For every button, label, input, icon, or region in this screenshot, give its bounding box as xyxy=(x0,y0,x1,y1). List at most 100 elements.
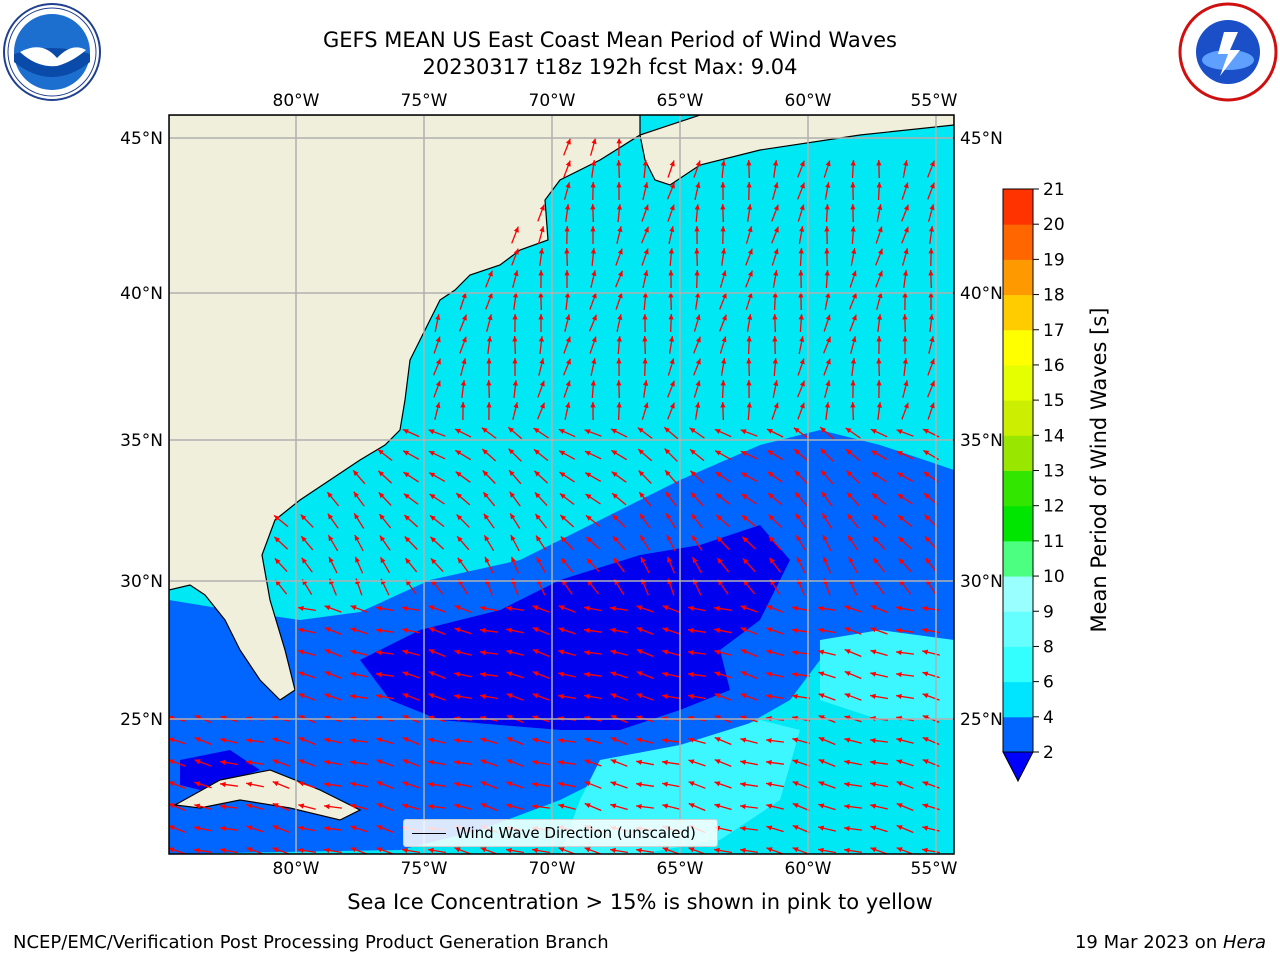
wave-direction-arrowhead xyxy=(512,380,518,386)
wave-direction-arrowhead xyxy=(773,248,779,255)
legend-line-icon xyxy=(412,832,446,834)
wave-direction-arrowhead xyxy=(720,182,726,188)
wave-direction-arrowhead xyxy=(402,649,409,655)
wave-direction-arrowhead xyxy=(350,605,357,611)
wave-direction-arrowhead xyxy=(924,514,931,521)
wave-direction-arrowhead xyxy=(897,472,904,478)
wave-direction-arrowhead xyxy=(194,803,201,809)
wave-direction-arrowhead xyxy=(820,427,826,433)
wave-direction-arrowhead xyxy=(792,803,799,808)
wave-direction-arrowhead xyxy=(486,336,492,342)
wave-direction-arrowhead xyxy=(715,472,722,478)
wave-direction-arrowhead xyxy=(896,825,903,830)
wave-direction-arrowhead xyxy=(512,314,518,320)
wave-direction-arrowhead xyxy=(559,493,566,499)
wave-direction-arrowhead xyxy=(794,449,800,455)
wave-direction-arrowhead xyxy=(532,804,538,810)
wave-direction-arrowhead xyxy=(896,605,902,611)
wave-direction-arrowhead xyxy=(766,693,772,699)
wave-direction-arrowhead xyxy=(714,781,721,787)
lat-tick-left-25n: 25°N xyxy=(120,710,163,730)
wave-direction-arrowhead xyxy=(512,336,518,342)
wave-direction-arrowhead xyxy=(798,314,804,320)
wave-direction-arrowhead xyxy=(740,847,746,853)
wave-direction-arrowhead xyxy=(376,759,383,765)
wave-direction-arrowhead xyxy=(376,847,383,853)
wave-direction-arrowhead xyxy=(324,693,331,699)
colorbar-swatch xyxy=(1003,540,1033,577)
wave-direction-arrowhead xyxy=(376,605,382,611)
wave-direction-arrowhead xyxy=(610,693,617,699)
wave-direction-arrowhead xyxy=(532,759,538,765)
wave-direction-arrowhead xyxy=(480,737,487,743)
wave-direction-arrowhead xyxy=(169,759,175,765)
wave-direction-arrowhead xyxy=(558,605,565,611)
wave-direction-arrowhead xyxy=(324,605,331,611)
wave-direction-arrowhead xyxy=(848,535,854,542)
wave-direction-arrowhead xyxy=(640,535,646,542)
wave-direction-arrowhead xyxy=(454,803,461,809)
wave-direction-arrowhead xyxy=(846,470,853,477)
wave-direction-arrowhead xyxy=(688,671,694,678)
wave-direction-arrowhead xyxy=(825,182,831,188)
wave-direction-arrowhead xyxy=(298,781,305,787)
lon-tick-bottom-80w: 80°W xyxy=(273,859,320,879)
wave-direction-arrowhead xyxy=(403,472,410,478)
wave-direction-arrowhead xyxy=(616,204,622,210)
wave-direction-arrowhead xyxy=(454,738,460,744)
wave-direction-arrowhead xyxy=(896,429,903,435)
wave-direction-arrowhead xyxy=(617,292,623,299)
wave-direction-arrowhead xyxy=(720,204,726,210)
colorbar-swatch xyxy=(1003,716,1033,753)
colorbar-tick-label: 11 xyxy=(1043,532,1065,552)
wave-direction-arrowhead xyxy=(695,402,701,408)
wave-direction-arrowhead xyxy=(456,493,462,499)
wave-direction-arrowhead xyxy=(772,314,778,320)
wave-direction-arrowhead xyxy=(643,402,649,409)
wave-direction-arrowhead xyxy=(844,804,850,810)
wave-direction-arrowhead xyxy=(796,535,802,542)
wave-direction-arrowhead xyxy=(246,781,252,787)
wave-direction-arrowhead xyxy=(328,535,334,542)
wave-direction-arrowhead xyxy=(538,336,544,342)
wave-direction-arrowhead xyxy=(740,649,747,654)
wave-direction-arrowhead xyxy=(428,759,434,765)
wave-direction-arrowhead xyxy=(272,825,279,831)
wave-direction-arrowhead xyxy=(584,693,590,699)
wave-direction-arrowhead xyxy=(610,605,616,611)
wave-direction-arrowhead xyxy=(824,204,830,210)
wave-direction-arrowhead xyxy=(799,336,805,342)
wave-direction-arrowhead xyxy=(664,427,670,433)
wave-direction-arrowhead xyxy=(590,160,597,166)
wave-direction-arrowhead xyxy=(847,513,853,520)
wave-direction-arrowhead xyxy=(506,671,513,677)
wave-direction-arrowhead xyxy=(714,605,720,612)
wave-direction-arrowhead xyxy=(688,693,694,699)
wave-direction-arrowhead xyxy=(772,160,779,166)
wave-direction-arrowhead xyxy=(716,536,723,543)
colorbar-ticks: 2 4 6 8 9 10 11 12 13 14 15 16 17 18 19 20 21 xyxy=(1033,180,1065,763)
wave-direction-arrowhead xyxy=(461,292,467,299)
wave-direction-arrowhead xyxy=(636,804,642,810)
wave-direction-arrowhead xyxy=(662,693,668,699)
wave-direction-arrowhead xyxy=(402,671,409,677)
wave-direction-arrowhead xyxy=(669,380,675,387)
colorbar-label: Mean Period of Wind Waves [s] xyxy=(1087,308,1111,633)
wave-direction-arrowhead xyxy=(616,138,622,144)
wave-direction-arrowhead xyxy=(714,627,720,633)
colorbar-swatch xyxy=(1003,400,1033,436)
title-line-1: GEFS MEAN US East Coast Mean Period of W… xyxy=(323,28,897,52)
wave-direction-arrowhead xyxy=(454,847,461,853)
wave-direction-arrowhead xyxy=(662,759,668,766)
wave-direction-arrowhead xyxy=(246,825,253,831)
wave-direction-arrowhead xyxy=(584,605,590,611)
wave-direction-arrowhead xyxy=(428,781,434,788)
wave-direction-arrowhead xyxy=(272,759,279,765)
wave-direction-arrowhead xyxy=(714,649,721,655)
wave-direction-arrowhead xyxy=(877,292,883,299)
nws-logo xyxy=(1178,2,1278,102)
wave-direction-arrowhead xyxy=(877,248,883,255)
wave-direction-arrowhead xyxy=(848,557,854,564)
wave-direction-arrowhead xyxy=(690,492,697,499)
wave-direction-arrowhead xyxy=(896,451,903,456)
